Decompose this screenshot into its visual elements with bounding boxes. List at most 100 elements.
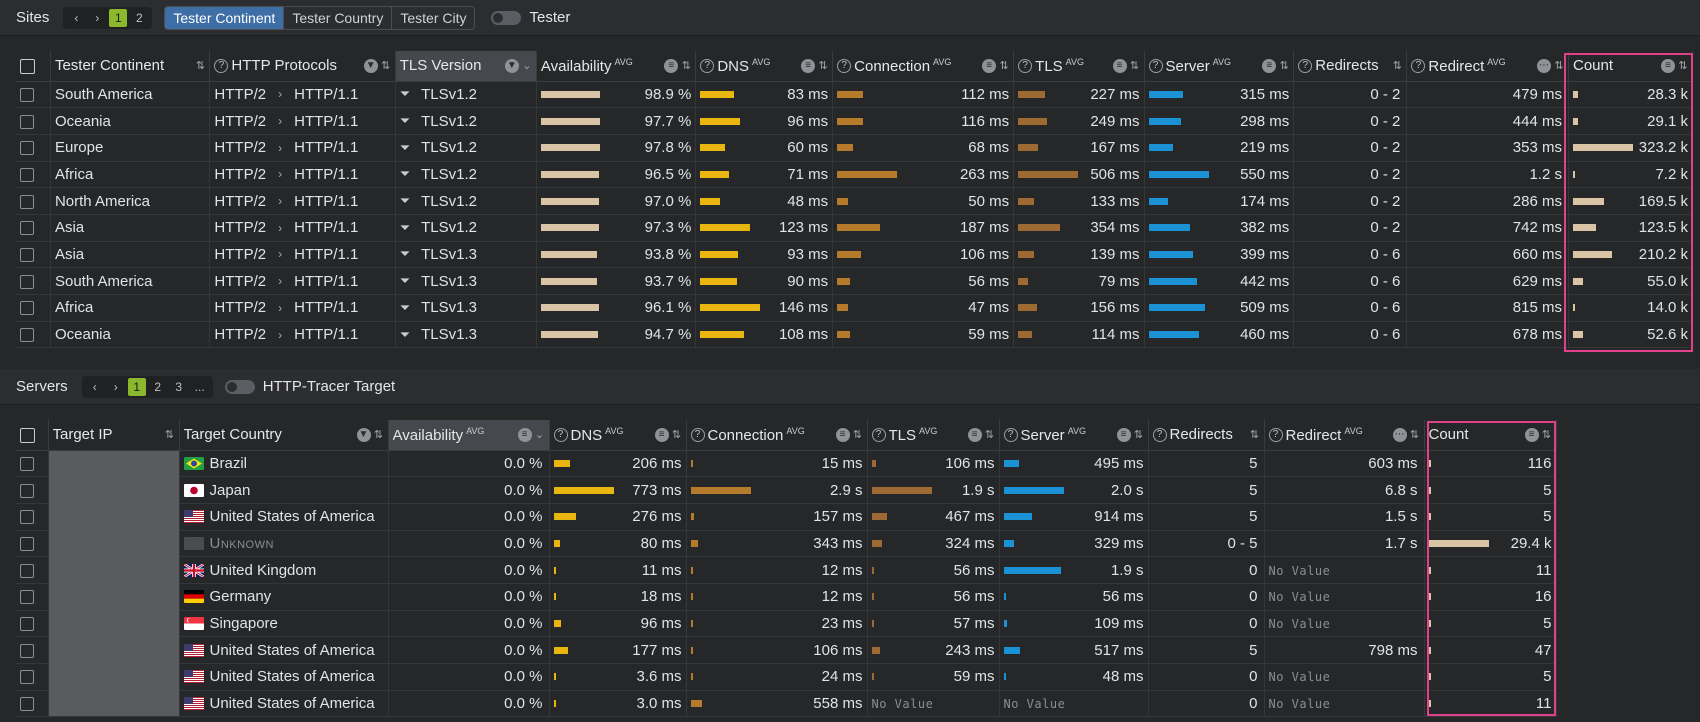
sites-page-2[interactable]: 2: [136, 10, 143, 25]
filter-icon[interactable]: ⏷: [399, 326, 411, 342]
col-connection[interactable]: ? Connection AVG ≡ ⇅: [686, 420, 868, 451]
help-icon[interactable]: ?: [1411, 58, 1426, 73]
sort-icon[interactable]: ⇅: [999, 60, 1009, 73]
col-redirect[interactable]: ? Redirect AVG ⋯ ⇅: [1264, 420, 1425, 451]
sort-icon[interactable]: ⇅: [381, 60, 391, 73]
column-menu-icon[interactable]: ≡: [1262, 58, 1277, 73]
table-row[interactable]: Unknown 0.0 % 80 ms 343 ms 324 ms 329 ms 0 - 5…: [16, 530, 1557, 558]
column-menu-icon[interactable]: ≡: [517, 427, 532, 442]
row-checkbox[interactable]: [20, 87, 34, 102]
table-row[interactable]: Europe HTTP/2 › HTTP/1.1 ⏷ TLSv1.2 97.8 % 60 ms…: [16, 134, 1693, 162]
row-checkbox[interactable]: [20, 536, 34, 551]
col-availability[interactable]: Availability AVG ≡ ⇅: [536, 51, 697, 82]
filter-icon[interactable]: ▼: [356, 427, 371, 442]
sort-icon[interactable]: ⇅: [164, 429, 175, 442]
help-icon[interactable]: ?: [700, 58, 715, 73]
col-redirects[interactable]: ? Redirects ⇅: [1293, 51, 1408, 82]
table-row[interactable]: United States of America 0.0 % 276 ms 157 m…: [16, 503, 1557, 531]
chevron-down-icon[interactable]: ⌄: [522, 60, 532, 73]
more-icon[interactable]: ⋯: [1392, 427, 1407, 442]
table-row[interactable]: United States of America 0.0 % 177 ms 106 m…: [16, 636, 1557, 664]
sort-icon[interactable]: ⇅: [1249, 429, 1260, 442]
help-icon[interactable]: ?: [214, 58, 229, 73]
servers-page-1[interactable]: 1: [127, 377, 146, 396]
col-connection[interactable]: ? Connection AVG ≡ ⇅: [832, 51, 1015, 82]
column-menu-icon[interactable]: ≡: [835, 427, 850, 442]
column-menu-icon[interactable]: ≡: [654, 427, 669, 442]
col-target-ip[interactable]: Target IP ⇅: [48, 420, 180, 451]
sort-icon[interactable]: ⇅: [852, 429, 863, 442]
servers-page-more[interactable]: ...: [194, 379, 205, 394]
sort-icon[interactable]: ⇅: [818, 60, 828, 73]
col-tls[interactable]: ? TLS AVG ≡ ⇅: [1013, 51, 1145, 82]
table-row[interactable]: United States of America 0.0 % 3.0 ms 558 m…: [16, 690, 1557, 718]
col-dns[interactable]: ? DNS AVG ≡ ⇅: [549, 420, 687, 451]
column-menu-icon[interactable]: ≡: [1112, 58, 1127, 73]
table-row[interactable]: Oceania HTTP/2 › HTTP/1.1 ⏷ TLSv1.2 97.7 % 96 m…: [16, 107, 1693, 135]
row-checkbox[interactable]: [20, 483, 34, 498]
filter-icon[interactable]: ⏷: [399, 139, 411, 155]
table-row[interactable]: Asia HTTP/2 › HTTP/1.1 ⏷ TLSv1.3 93.8 % 93 ms 10…: [16, 241, 1693, 269]
column-menu-icon[interactable]: ≡: [1524, 427, 1539, 442]
help-icon[interactable]: ?: [1268, 427, 1283, 442]
row-checkbox[interactable]: [20, 563, 34, 578]
col-count[interactable]: Count ≡ ⇅: [1424, 420, 1557, 451]
column-menu-icon[interactable]: ≡: [664, 58, 679, 73]
col-server[interactable]: ? Server AVG ≡ ⇅: [1144, 51, 1295, 82]
col-target-country[interactable]: Target Country ▼ ⇅: [179, 420, 389, 451]
row-checkbox[interactable]: [20, 194, 34, 209]
filter-icon[interactable]: ⏷: [399, 246, 411, 262]
table-row[interactable]: Africa HTTP/2 › HTTP/1.1 ⏷ TLSv1.3 96.1 % 146 m…: [16, 294, 1693, 322]
row-checkbox[interactable]: [20, 510, 34, 525]
filter-icon[interactable]: ⏷: [399, 193, 411, 209]
table-row[interactable]: Japan 0.0 % 773 ms 2.9 s 1.9 s 2.0 s 5 6.8 s 5: [16, 476, 1557, 504]
row-checkbox[interactable]: [20, 697, 34, 712]
table-row[interactable]: Africa HTTP/2 › HTTP/1.1 ⏷ TLSv1.2 96.5 % 71 ms…: [16, 161, 1693, 189]
filter-icon[interactable]: ⏷: [399, 299, 411, 315]
next-page-icon[interactable]: ›: [95, 10, 100, 25]
table-row[interactable]: United Kingdom 0.0 % 11 ms 12 ms 56 ms 1.9 s 0…: [16, 556, 1557, 584]
filter-icon[interactable]: ▼: [363, 58, 378, 73]
sort-icon[interactable]: ⇅: [1129, 60, 1140, 73]
filter-icon[interactable]: ⏷: [399, 86, 411, 102]
table-row[interactable]: Asia HTTP/2 › HTTP/1.1 ⏷ TLSv1.2 97.3 % 123 ms 1…: [16, 214, 1693, 242]
sort-icon[interactable]: ⇅: [984, 429, 995, 442]
col-redirect[interactable]: ? Redirect AVG ⋯ ⇅: [1406, 51, 1569, 82]
sort-icon[interactable]: ⇅: [195, 60, 206, 73]
help-icon[interactable]: ?: [1148, 58, 1163, 73]
tester-toggle[interactable]: [491, 10, 522, 25]
row-checkbox[interactable]: [20, 114, 34, 129]
row-checkbox[interactable]: [20, 456, 34, 471]
sites-page-1[interactable]: 1: [109, 8, 128, 27]
table-row[interactable]: South America HTTP/2 › HTTP/1.1 ⏷ TLSv1.3 93.7…: [16, 267, 1693, 295]
row-checkbox[interactable]: [20, 617, 34, 631]
more-icon[interactable]: ⋯: [1537, 58, 1551, 73]
row-checkbox[interactable]: [20, 274, 34, 289]
table-row[interactable]: United States of America 0.0 % 3.6 ms 24 ms…: [16, 663, 1557, 691]
column-menu-icon[interactable]: ≡: [967, 427, 982, 442]
row-checkbox[interactable]: [20, 141, 34, 156]
table-row[interactable]: Brazil 0.0 % 206 ms 15 ms 106 ms 495 ms 5 603 m…: [16, 450, 1557, 718]
help-icon[interactable]: ?: [690, 427, 705, 442]
row-checkbox[interactable]: [20, 248, 34, 262]
column-menu-icon[interactable]: ≡: [1116, 427, 1131, 442]
col-tls-version[interactable]: TLS Version ▼ ⌄: [395, 51, 537, 82]
col-tester-continent[interactable]: Tester Continent ⇅: [50, 51, 211, 82]
help-icon[interactable]: ?: [553, 427, 568, 442]
help-icon[interactable]: ?: [871, 427, 886, 442]
help-icon[interactable]: ?: [1298, 58, 1313, 73]
chevron-down-icon[interactable]: ⌄: [534, 429, 545, 442]
servers-page-2[interactable]: 2: [154, 379, 162, 394]
col-count[interactable]: Count ≡ ⇅: [1568, 51, 1693, 82]
col-redirects[interactable]: ? Redirects ⇅: [1148, 420, 1265, 451]
sort-icon[interactable]: ⇅: [1392, 60, 1402, 73]
help-icon[interactable]: ?: [1018, 58, 1033, 73]
prev-page-icon[interactable]: ‹: [92, 379, 97, 394]
servers-page-3[interactable]: 3: [175, 379, 183, 394]
column-menu-icon[interactable]: ≡: [1661, 58, 1675, 73]
col-dns[interactable]: ? DNS AVG ≡ ⇅: [695, 51, 834, 82]
http-tracer-target-toggle[interactable]: [224, 379, 255, 394]
sort-icon[interactable]: ⇅: [373, 429, 384, 442]
sort-icon[interactable]: ⇅: [1554, 60, 1564, 73]
row-checkbox[interactable]: [20, 301, 34, 316]
